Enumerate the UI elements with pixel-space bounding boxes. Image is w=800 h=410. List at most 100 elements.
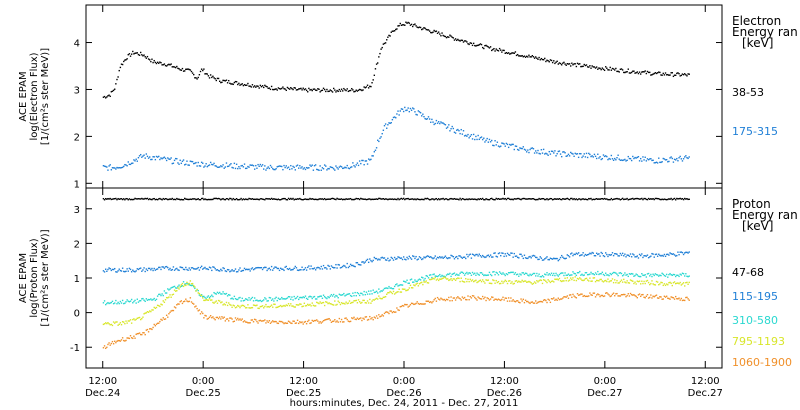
data-point <box>681 251 684 254</box>
data-point <box>493 47 495 50</box>
data-point <box>417 258 420 260</box>
data-point <box>316 168 318 171</box>
data-point <box>387 36 389 38</box>
data-point <box>518 55 520 57</box>
data-point <box>360 162 362 165</box>
data-point <box>288 304 291 307</box>
data-point <box>165 314 168 316</box>
data-point <box>334 319 336 321</box>
data-point <box>125 339 127 342</box>
data-point <box>441 298 443 300</box>
data-point <box>197 76 199 79</box>
data-point <box>343 302 345 305</box>
data-point <box>164 64 167 67</box>
data-point <box>153 59 155 62</box>
data-point <box>656 197 659 200</box>
data-point <box>198 269 201 271</box>
data-point <box>621 252 624 255</box>
data-point <box>391 311 394 314</box>
data-point <box>396 28 398 30</box>
data-point <box>199 313 202 315</box>
data-point <box>459 197 461 200</box>
data-point <box>363 163 365 166</box>
data-point <box>488 271 491 274</box>
y-tick-label: -1 <box>70 343 80 354</box>
data-point <box>186 268 188 271</box>
data-point <box>266 306 268 308</box>
data-point <box>520 281 522 283</box>
data-point <box>346 302 348 305</box>
data-point <box>380 257 382 259</box>
data-point <box>103 323 106 325</box>
data-point <box>225 270 228 273</box>
data-point <box>290 298 292 300</box>
data-point <box>301 266 303 268</box>
data-point <box>607 293 609 295</box>
data-point <box>390 310 392 312</box>
data-point <box>421 198 423 201</box>
data-point <box>546 59 548 61</box>
data-point <box>223 267 225 270</box>
data-point <box>560 298 563 300</box>
data-point <box>606 274 608 276</box>
data-point <box>301 89 303 91</box>
data-point <box>481 46 484 49</box>
data-point <box>251 84 254 86</box>
data-point <box>369 315 371 318</box>
data-point <box>626 254 628 256</box>
data-point <box>390 198 392 200</box>
data-point <box>342 294 344 296</box>
data-point <box>109 164 111 166</box>
data-point <box>553 198 555 201</box>
data-point <box>334 266 336 269</box>
data-point <box>598 280 600 282</box>
data-point <box>413 198 415 201</box>
data-point <box>377 62 379 64</box>
data-point <box>369 85 371 88</box>
data-point <box>124 271 126 273</box>
data-point <box>525 151 528 153</box>
data-point <box>230 83 232 85</box>
data-point <box>476 281 478 284</box>
data-point <box>479 298 482 300</box>
data-point <box>627 293 629 295</box>
data-point <box>408 282 411 284</box>
data-point <box>612 159 615 161</box>
data-point <box>444 255 447 257</box>
data-point <box>288 321 291 323</box>
data-point <box>676 274 678 276</box>
data-point <box>304 305 307 307</box>
data-point <box>589 198 591 200</box>
data-point <box>305 269 308 271</box>
data-point <box>511 271 513 274</box>
data-point <box>203 267 205 269</box>
data-point <box>610 295 613 297</box>
data-point <box>238 305 240 307</box>
data-point <box>190 267 193 269</box>
data-point <box>610 197 613 200</box>
data-point <box>397 110 399 112</box>
data-point <box>180 266 183 269</box>
data-point <box>363 198 365 200</box>
data-point <box>114 322 116 324</box>
data-point <box>146 155 149 158</box>
data-point <box>167 297 169 299</box>
data-point <box>664 284 667 287</box>
data-point <box>627 275 629 278</box>
data-point <box>121 267 124 269</box>
data-point <box>351 166 353 168</box>
data-point <box>200 161 203 164</box>
data-point <box>502 296 504 298</box>
data-point <box>638 160 641 162</box>
data-point <box>221 269 223 272</box>
data-point <box>498 252 501 254</box>
data-point <box>225 198 228 200</box>
data-point <box>553 272 555 275</box>
data-point <box>588 152 590 155</box>
data-point <box>355 294 357 297</box>
data-point <box>144 56 146 58</box>
data-point <box>144 270 146 273</box>
data-point <box>235 163 238 166</box>
data-point <box>476 272 478 274</box>
data-point <box>453 258 456 260</box>
